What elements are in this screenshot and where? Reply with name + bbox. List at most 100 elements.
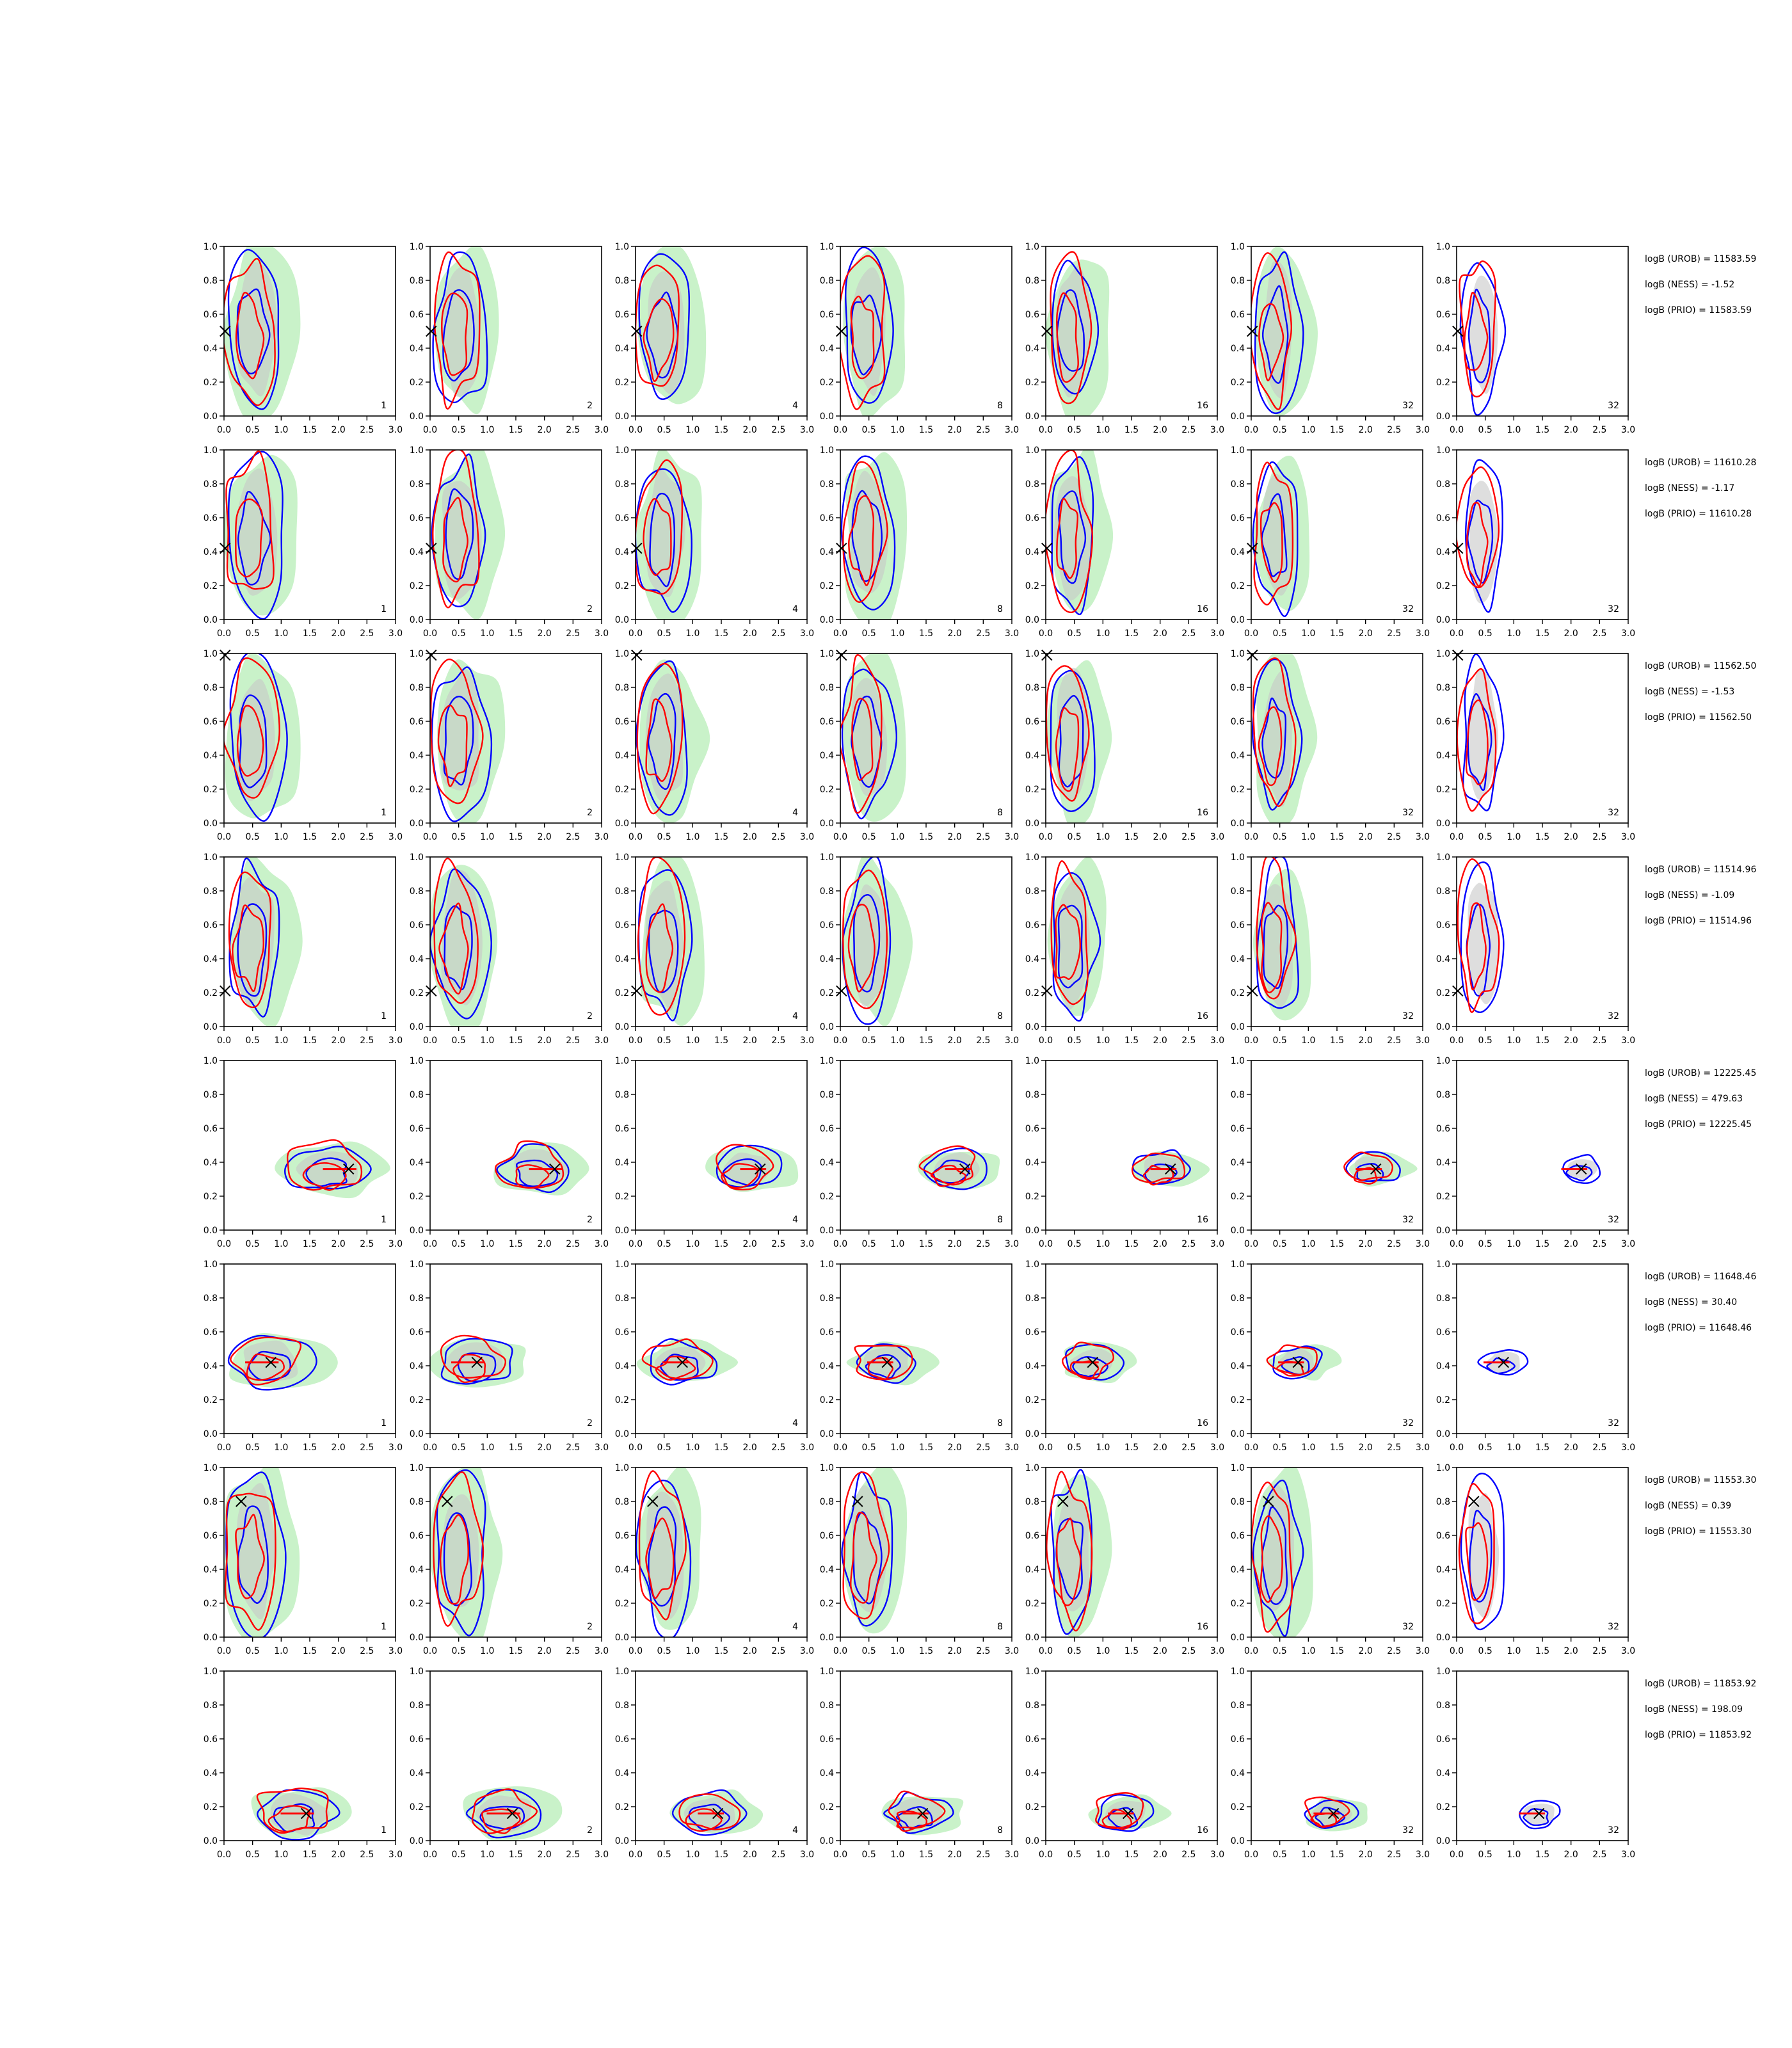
x-tick-label: 2.5 — [1387, 832, 1401, 842]
y-tick-label: 0.4 — [1231, 1158, 1245, 1168]
y-tick-label: 0.0 — [820, 1226, 834, 1236]
x-tick-label: 2.5 — [1592, 1036, 1606, 1046]
x-tick-label: 0.5 — [862, 1239, 876, 1249]
contour-red-inner — [452, 1354, 486, 1384]
y-tick-label: 0.0 — [1436, 1633, 1450, 1643]
y-tick-label: 0.2 — [1436, 988, 1450, 998]
x-tick-label: 0.5 — [862, 1850, 876, 1860]
x-tick-label: 2.5 — [976, 628, 990, 639]
axes-frame — [840, 1263, 1012, 1434]
x-tick-label: 2.5 — [566, 1239, 580, 1249]
contour-red-outer — [1457, 858, 1500, 1013]
x-tick-label: 2.5 — [771, 425, 785, 435]
x-tick-label: 2.5 — [360, 1443, 374, 1453]
y-tick-label: 0.6 — [1025, 310, 1039, 320]
panel-label: 1 — [381, 808, 387, 818]
y-tick-label: 0.2 — [820, 1395, 834, 1405]
x-tick-label: 0.0 — [423, 1239, 437, 1249]
x-tick-label: 0.5 — [657, 425, 671, 435]
y-tick-label: 0.2 — [1025, 988, 1039, 998]
panel-contours — [1304, 1795, 1368, 1832]
y-tick-label: 0.2 — [820, 1192, 834, 1202]
panel-row-2: 0.0 0.5 1.0 1.5 2.0 2.5 3.0 0.0 0.2 0.4 0.6 0.8 1.0 1… — [204, 445, 1757, 639]
panel-5-2: 0.0 0.5 1.0 1.5 2.0 2.5 3.0 0.0 0.2 0.4 0.6 0.8 1.0 2 — [410, 1056, 609, 1249]
x-tick-label: 1.0 — [1507, 1239, 1521, 1249]
panel-contours — [1458, 1473, 1505, 1631]
panel-label: 32 — [1402, 1825, 1414, 1836]
x-tick-label: 2.5 — [1592, 628, 1606, 639]
x-tick-label: 2.0 — [1153, 1443, 1167, 1453]
panel-label: 16 — [1197, 604, 1208, 614]
x-tick-label: 1.0 — [890, 1036, 904, 1046]
y-tick-label: 0.2 — [1025, 378, 1039, 388]
x-tick-label: 0.0 — [833, 1239, 847, 1249]
x-tick-label: 1.0 — [685, 1036, 700, 1046]
axes-frame — [1251, 1060, 1423, 1231]
y-tick-label: 0.2 — [410, 581, 424, 591]
panel-contours — [224, 246, 301, 416]
x-tick-label: 1.0 — [1096, 832, 1110, 842]
x-tick-label: 3.0 — [800, 425, 814, 435]
x-tick-label: 1.0 — [1096, 1646, 1110, 1656]
x-tick-label: 1.5 — [303, 628, 317, 639]
x-tick-label: 0.5 — [862, 1036, 876, 1046]
panel-contours — [1457, 858, 1505, 1013]
panel-label: 1 — [381, 401, 387, 411]
x-tick-label: 2.5 — [771, 628, 785, 639]
y-tick-label: 0.4 — [820, 954, 834, 964]
y-tick-label: 0.4 — [1231, 344, 1245, 354]
y-tick-label: 0.6 — [1436, 920, 1450, 931]
x-tick-label: 2.5 — [976, 1036, 990, 1046]
contour-blue-outer — [431, 453, 486, 607]
y-tick-label: 0.4 — [1231, 1361, 1245, 1372]
contour-blue-outer — [432, 251, 488, 404]
x-tick-label: 0.0 — [217, 1239, 231, 1249]
y-tick-label: 0.0 — [820, 1836, 834, 1846]
contour-blue-outer — [496, 1143, 570, 1194]
contour-blue-inner — [648, 1506, 677, 1607]
contour-red-outer — [1046, 1471, 1093, 1632]
y-tick-label: 0.8 — [1025, 1293, 1039, 1304]
x-tick-label: 0.0 — [628, 425, 643, 435]
x-tick-label: 0.5 — [862, 1443, 876, 1453]
contour-red-outer — [638, 1470, 687, 1620]
x-tick-label: 1.5 — [1124, 1646, 1139, 1656]
x-tick-label: 0.0 — [628, 832, 643, 842]
contour-blue-outer — [636, 1479, 692, 1637]
panel-3-6: 0.0 0.5 1.0 1.5 2.0 2.5 3.0 0.0 0.2 0.4 0.6 0.8 1.0 3… — [1231, 649, 1430, 842]
x-tick-label: 1.5 — [1330, 1036, 1344, 1046]
x-tick-label: 1.5 — [1124, 832, 1139, 842]
y-tick-label: 0.8 — [1231, 1293, 1245, 1304]
y-tick-label: 0.2 — [1231, 785, 1245, 795]
x-tick-label: 0.5 — [452, 1646, 466, 1656]
x-tick-label: 2.0 — [1359, 1443, 1373, 1453]
contour-red-outer — [716, 1144, 774, 1190]
y-tick-label: 0.6 — [615, 310, 629, 320]
x-tick-label: 1.0 — [890, 628, 904, 639]
y-tick-label: 0.0 — [204, 1836, 218, 1846]
x-tick-label: 3.0 — [595, 425, 609, 435]
panel-label: 4 — [792, 1215, 798, 1225]
panel-2-2: 0.0 0.5 1.0 1.5 2.0 2.5 3.0 0.0 0.2 0.4 0.6 0.8 1.0 2 — [410, 445, 609, 639]
y-tick-label: 0.8 — [1231, 1497, 1245, 1507]
logb-annotation: logB (UROB) = 11583.59 — [1645, 254, 1756, 264]
panel-contours — [840, 857, 913, 1027]
truth-marker — [712, 1807, 724, 1820]
x-tick-label: 2.5 — [1387, 1443, 1401, 1453]
y-tick-label: 0.6 — [410, 717, 424, 727]
y-tick-label: 0.0 — [615, 615, 629, 625]
x-tick-label: 0.0 — [628, 1850, 643, 1860]
x-tick-label: 1.0 — [1507, 1036, 1521, 1046]
panel-label: 4 — [792, 604, 798, 614]
y-tick-label: 0.0 — [410, 1429, 424, 1439]
y-tick-label: 1.0 — [1436, 1260, 1450, 1270]
y-tick-label: 0.8 — [1436, 886, 1450, 897]
logb-annotation: logB (NESS) = -1.53 — [1645, 687, 1734, 697]
x-tick-label: 3.0 — [1621, 425, 1635, 435]
y-tick-label: 0.6 — [1436, 513, 1450, 524]
x-tick-label: 0.0 — [217, 1036, 231, 1046]
x-tick-label: 3.0 — [1005, 1443, 1019, 1453]
y-tick-label: 0.4 — [615, 344, 629, 354]
truth-marker — [1247, 325, 1258, 337]
y-tick-label: 0.6 — [204, 1734, 218, 1745]
